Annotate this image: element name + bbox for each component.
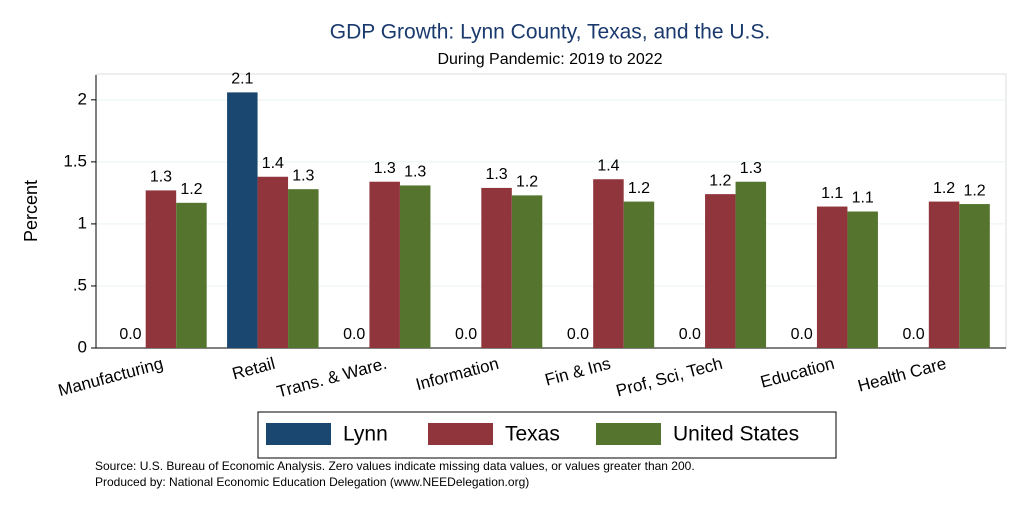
bar bbox=[735, 181, 767, 348]
bar bbox=[705, 194, 736, 348]
value-label: 1.2 bbox=[180, 181, 202, 198]
chart-subtitle: During Pandemic: 2019 to 2022 bbox=[437, 51, 662, 68]
bar bbox=[257, 176, 289, 348]
bar bbox=[369, 181, 400, 348]
value-label: 1.2 bbox=[933, 180, 955, 197]
value-label: 0.0 bbox=[343, 326, 365, 343]
value-label: 1.3 bbox=[150, 169, 172, 186]
value-label: 1.1 bbox=[852, 190, 874, 207]
bar bbox=[959, 204, 990, 348]
source-note: Source: U.S. Bureau of Economic Analysis… bbox=[95, 459, 695, 473]
value-label: 1.2 bbox=[628, 180, 650, 197]
value-label: 0.0 bbox=[902, 326, 924, 343]
y-tick-label: 1 bbox=[78, 213, 87, 232]
legend-label: Texas bbox=[505, 423, 560, 446]
bar bbox=[847, 211, 878, 348]
value-label: 1.3 bbox=[485, 166, 507, 183]
bar bbox=[593, 179, 624, 348]
legend-label: United States bbox=[673, 423, 799, 446]
value-label: 0.0 bbox=[679, 326, 701, 343]
y-axis-label: Percent bbox=[21, 180, 41, 242]
value-label: 1.3 bbox=[404, 164, 426, 181]
value-label: 1.3 bbox=[374, 160, 396, 177]
legend-swatch bbox=[428, 423, 493, 445]
bar bbox=[145, 190, 177, 348]
value-label: 1.2 bbox=[516, 174, 538, 191]
value-label: 2.1 bbox=[231, 71, 253, 88]
value-label: 1.4 bbox=[262, 155, 284, 172]
value-label: 1.1 bbox=[821, 185, 843, 202]
bar bbox=[928, 201, 960, 348]
bar bbox=[481, 187, 512, 348]
legend-box bbox=[257, 411, 837, 459]
value-label: 0.0 bbox=[791, 326, 813, 343]
legend-swatch bbox=[266, 423, 331, 445]
value-label: 0.0 bbox=[119, 326, 141, 343]
y-tick-label: 0 bbox=[78, 337, 87, 356]
bar bbox=[399, 185, 431, 348]
value-label: 1.3 bbox=[740, 160, 762, 177]
chart-title: GDP Growth: Lynn County, Texas, and the … bbox=[330, 21, 770, 44]
value-label: 1.2 bbox=[709, 172, 731, 189]
value-label: 1.4 bbox=[597, 157, 619, 174]
y-tick-label: .5 bbox=[73, 275, 87, 294]
bar bbox=[623, 201, 655, 348]
legend-swatch bbox=[596, 423, 661, 445]
bar bbox=[176, 202, 207, 348]
value-label: 1.3 bbox=[292, 167, 314, 184]
produced-note: Produced by: National Economic Education… bbox=[95, 475, 529, 489]
value-label: 0.0 bbox=[455, 326, 477, 343]
bar bbox=[227, 92, 258, 348]
bar bbox=[288, 189, 319, 348]
value-label: 1.2 bbox=[963, 182, 985, 199]
legend-label: Lynn bbox=[343, 423, 388, 446]
value-label: 0.0 bbox=[567, 326, 589, 343]
bar bbox=[816, 206, 848, 348]
bar bbox=[511, 195, 543, 348]
y-tick-label: 2 bbox=[78, 89, 87, 108]
y-tick-label: 1.5 bbox=[63, 151, 87, 170]
